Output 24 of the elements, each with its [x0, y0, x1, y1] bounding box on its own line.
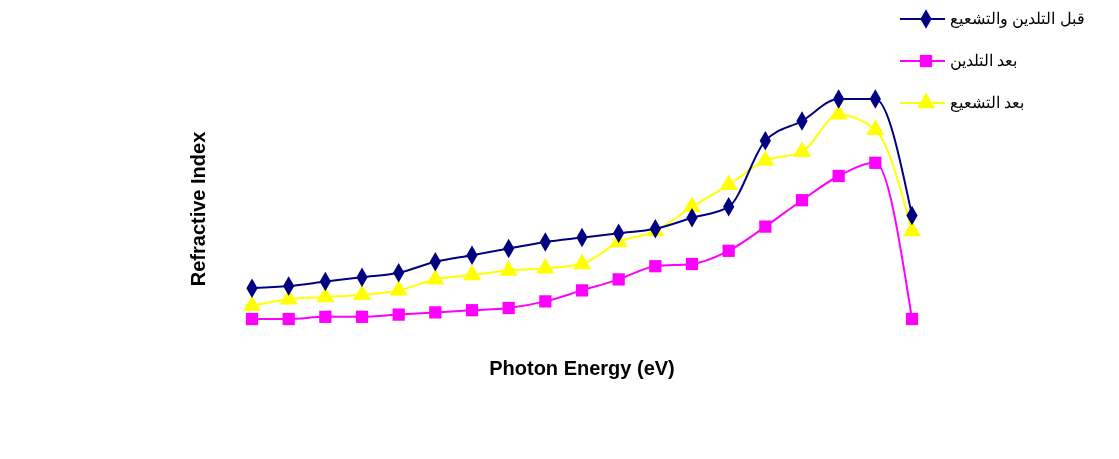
point [502, 301, 515, 315]
point [759, 220, 772, 233]
point [355, 310, 369, 323]
point [539, 295, 552, 308]
point [832, 169, 845, 183]
point [795, 194, 809, 207]
point [392, 308, 405, 321]
legend-label: بعد التلدين [950, 52, 1018, 70]
point [612, 273, 625, 286]
point [905, 312, 919, 326]
point [245, 312, 259, 326]
point [649, 260, 662, 273]
point [575, 284, 589, 297]
legend-label: بعد التشعيع [950, 94, 1025, 112]
y-axis-title: Refractive Index [187, 131, 209, 287]
x-axis-title: Photon Energy (eV) [489, 357, 675, 379]
point [282, 312, 295, 326]
point [869, 156, 882, 169]
point [465, 304, 479, 317]
point [722, 244, 735, 257]
point [319, 310, 332, 323]
point [685, 257, 699, 271]
legend-label: قبل التلدين والتشعيع [950, 10, 1085, 28]
point [429, 306, 442, 319]
